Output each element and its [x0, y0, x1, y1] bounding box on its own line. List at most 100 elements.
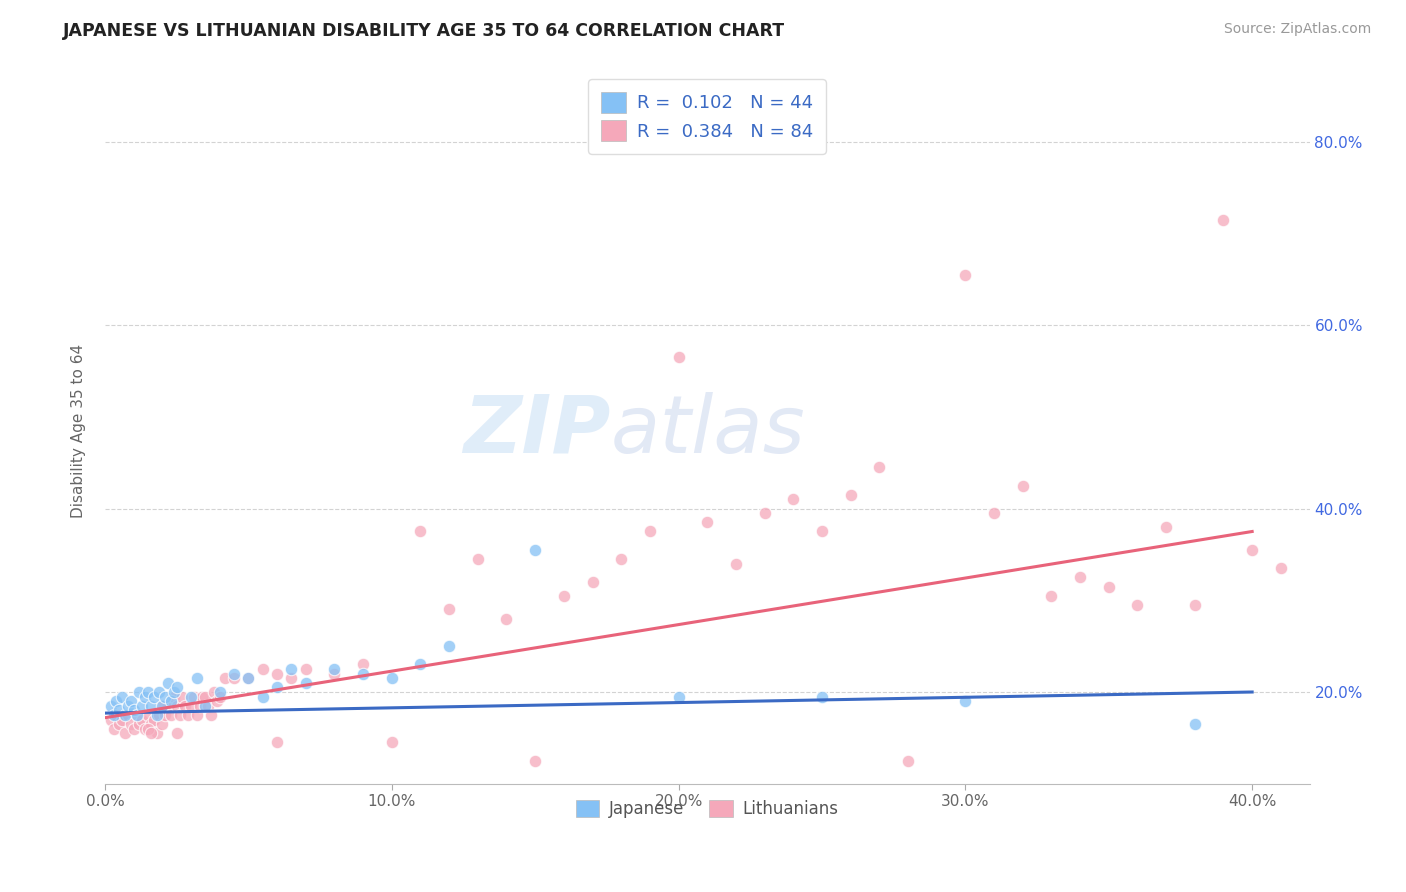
Point — [194, 698, 217, 713]
Point — [150, 698, 173, 713]
Point — [1241, 542, 1264, 557]
Point — [122, 722, 145, 736]
Point — [208, 685, 231, 699]
Point — [172, 690, 194, 704]
Point — [323, 662, 346, 676]
Y-axis label: Disability Age 35 to 64: Disability Age 35 to 64 — [72, 343, 86, 517]
Point — [120, 717, 142, 731]
Point — [524, 542, 547, 557]
Point — [180, 690, 202, 704]
Point — [294, 676, 316, 690]
Point — [131, 698, 153, 713]
Point — [955, 268, 977, 282]
Point — [166, 726, 188, 740]
Point — [139, 698, 162, 713]
Point — [131, 713, 153, 727]
Text: Source: ZipAtlas.com: Source: ZipAtlas.com — [1223, 22, 1371, 37]
Point — [668, 350, 690, 364]
Point — [155, 690, 177, 704]
Point — [1212, 212, 1234, 227]
Point — [1098, 580, 1121, 594]
Point — [409, 657, 432, 672]
Point — [191, 690, 214, 704]
Point — [266, 735, 288, 749]
Point — [100, 713, 122, 727]
Point — [1184, 717, 1206, 731]
Point — [166, 698, 188, 713]
Text: atlas: atlas — [610, 392, 806, 469]
Point — [136, 722, 159, 736]
Point — [266, 666, 288, 681]
Point — [160, 708, 183, 723]
Point — [252, 662, 274, 676]
Point — [381, 671, 404, 685]
Point — [868, 460, 890, 475]
Point — [128, 685, 150, 699]
Point — [169, 708, 191, 723]
Point — [202, 685, 225, 699]
Point — [105, 694, 128, 708]
Point — [467, 552, 489, 566]
Point — [205, 694, 228, 708]
Point — [103, 722, 125, 736]
Point — [1184, 598, 1206, 612]
Point — [280, 662, 302, 676]
Point — [238, 671, 260, 685]
Point — [100, 698, 122, 713]
Point — [696, 516, 718, 530]
Point — [174, 698, 197, 713]
Point — [352, 657, 374, 672]
Point — [117, 698, 139, 713]
Point — [352, 666, 374, 681]
Point — [194, 690, 217, 704]
Point — [495, 612, 517, 626]
Point — [142, 713, 165, 727]
Point — [200, 708, 222, 723]
Point — [139, 717, 162, 731]
Point — [188, 698, 211, 713]
Point — [148, 685, 170, 699]
Point — [186, 708, 208, 723]
Point — [897, 754, 920, 768]
Point — [983, 506, 1005, 520]
Point — [105, 708, 128, 723]
Text: JAPANESE VS LITHUANIAN DISABILITY AGE 35 TO 64 CORRELATION CHART: JAPANESE VS LITHUANIAN DISABILITY AGE 35… — [63, 22, 786, 40]
Point — [186, 671, 208, 685]
Point — [839, 488, 862, 502]
Point — [166, 681, 188, 695]
Point — [163, 685, 186, 699]
Point — [252, 690, 274, 704]
Point — [145, 726, 167, 740]
Point — [157, 698, 180, 713]
Point — [280, 671, 302, 685]
Point — [108, 703, 131, 717]
Point — [294, 662, 316, 676]
Legend: Japanese, Lithuanians: Japanese, Lithuanians — [569, 793, 845, 825]
Point — [145, 708, 167, 723]
Point — [955, 694, 977, 708]
Point — [1270, 561, 1292, 575]
Point — [150, 717, 173, 731]
Point — [139, 726, 162, 740]
Point — [437, 639, 460, 653]
Point — [409, 524, 432, 539]
Point — [1011, 478, 1033, 492]
Point — [1126, 598, 1149, 612]
Point — [183, 690, 205, 704]
Point — [811, 524, 834, 539]
Point — [125, 708, 148, 723]
Point — [437, 602, 460, 616]
Point — [214, 671, 236, 685]
Point — [155, 708, 177, 723]
Point — [553, 589, 575, 603]
Point — [117, 708, 139, 723]
Point — [208, 690, 231, 704]
Point — [197, 698, 219, 713]
Point — [120, 694, 142, 708]
Point — [266, 681, 288, 695]
Point — [222, 666, 245, 681]
Point — [148, 708, 170, 723]
Point — [1069, 570, 1091, 584]
Point — [114, 726, 136, 740]
Point — [125, 708, 148, 723]
